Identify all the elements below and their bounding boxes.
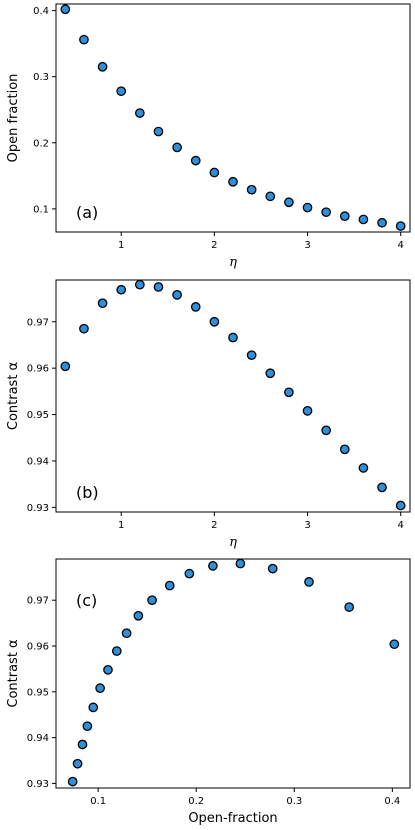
y-tick-label: 0.95 [27,687,49,698]
y-tick-label: 0.93 [27,779,49,790]
plot-frame [55,3,411,233]
y-tick-label: 0.93 [27,503,49,514]
y-tick-label: 0.1 [33,204,49,215]
data-point [339,211,350,221]
panel-a: 1 2 3 4 0.1 0.2 0.3 0.4 η Open fraction (a) [6,3,411,270]
x-tick-label: 3 [304,240,310,251]
x-tick-label: 3 [304,520,310,531]
data-point [358,214,369,225]
y-tick-label: 0.96 [27,364,49,375]
x-tick-label: 0.3 [286,796,302,807]
data-point [103,664,113,675]
y-tick-label: 0.97 [27,596,49,607]
y-tick-label: 0.95 [27,410,49,421]
data-point [97,298,108,309]
x-tick-label: 1 [118,520,124,531]
data-point [228,176,238,187]
panel-c: 0.1 0.2 0.3 0.4 0.93 0.94 0.95 0.96 0.97 Open-fra… [6,558,411,826]
data-point [321,207,332,218]
data-point [208,561,218,571]
y-axis-label: Open fraction [6,74,21,163]
data-point [147,595,157,606]
data-point [88,702,99,713]
data-point [265,191,276,202]
plot-frame [55,279,411,513]
data-point [97,61,108,72]
data-point [172,289,182,300]
data-point [164,580,175,591]
data-point [209,167,220,178]
y-tick-label: 0.94 [27,733,49,744]
data-point [79,34,89,45]
x-tick-label: 0.4 [384,796,400,807]
y-tick-label: 0.2 [33,138,49,149]
plot-frame [55,558,411,789]
data-point [153,282,164,292]
data-point [82,721,93,732]
x-tick-label: 0.1 [90,796,106,807]
x-tick-label: 4 [397,520,403,531]
y-tick-label: 0.3 [33,72,49,83]
data-point [79,323,89,334]
y-axis-label: Contrast α [6,639,21,707]
data-point [284,197,294,208]
data-point [190,155,201,166]
data-point [190,302,201,312]
data-point [116,86,127,97]
x-tick-label: 4 [397,240,403,251]
x-axis-label: η [229,535,237,550]
x-tick-label: 1 [118,240,124,251]
panel-b: 1 2 3 4 0.93 0.94 0.95 0.96 0.97 η Contrast α (b) [6,279,411,550]
y-axis-label: Contrast α [6,362,21,430]
data-point [172,142,182,153]
x-tick-label: 2 [211,520,217,531]
data-point [377,217,387,228]
data-point [339,444,350,455]
panel-label: (b) [76,483,99,502]
data-point [116,284,127,295]
data-point [133,610,144,621]
panel-label: (a) [76,203,98,222]
x-tick-label: 2 [211,240,217,251]
y-tick-label: 0.96 [27,642,49,653]
data-point [134,108,145,118]
data-point [111,646,122,656]
data-point [95,683,105,694]
x-tick-label: 0.2 [188,796,204,807]
data-point [302,405,313,416]
panel-label: (c) [76,591,97,610]
data-point [77,739,88,750]
data-point [265,368,276,379]
y-tick-label: 0.94 [27,456,49,467]
data-point [153,126,164,137]
data-point [395,221,406,231]
data-point [304,577,314,587]
data-point [60,4,71,15]
y-tick-label: 0.97 [27,317,49,328]
data-point [302,202,313,213]
data-point [395,500,406,511]
data-point [60,361,71,372]
data-point [235,558,246,569]
y-tick-label: 0.4 [33,6,49,17]
data-point [72,758,83,769]
data-point [321,425,332,436]
data-point [184,568,195,579]
data-point [246,350,257,361]
data-point [267,563,278,574]
data-point [67,776,78,787]
data-point [284,387,294,398]
data-point [389,639,400,650]
data-point [358,463,369,473]
data-point [344,602,355,612]
data-point [121,628,132,639]
data-point [228,332,238,343]
data-point [134,279,145,290]
data-point [246,184,257,195]
x-axis-label: Open-fraction [188,811,277,826]
data-point [209,316,220,327]
x-axis-label: η [229,255,237,270]
data-point [377,482,387,493]
